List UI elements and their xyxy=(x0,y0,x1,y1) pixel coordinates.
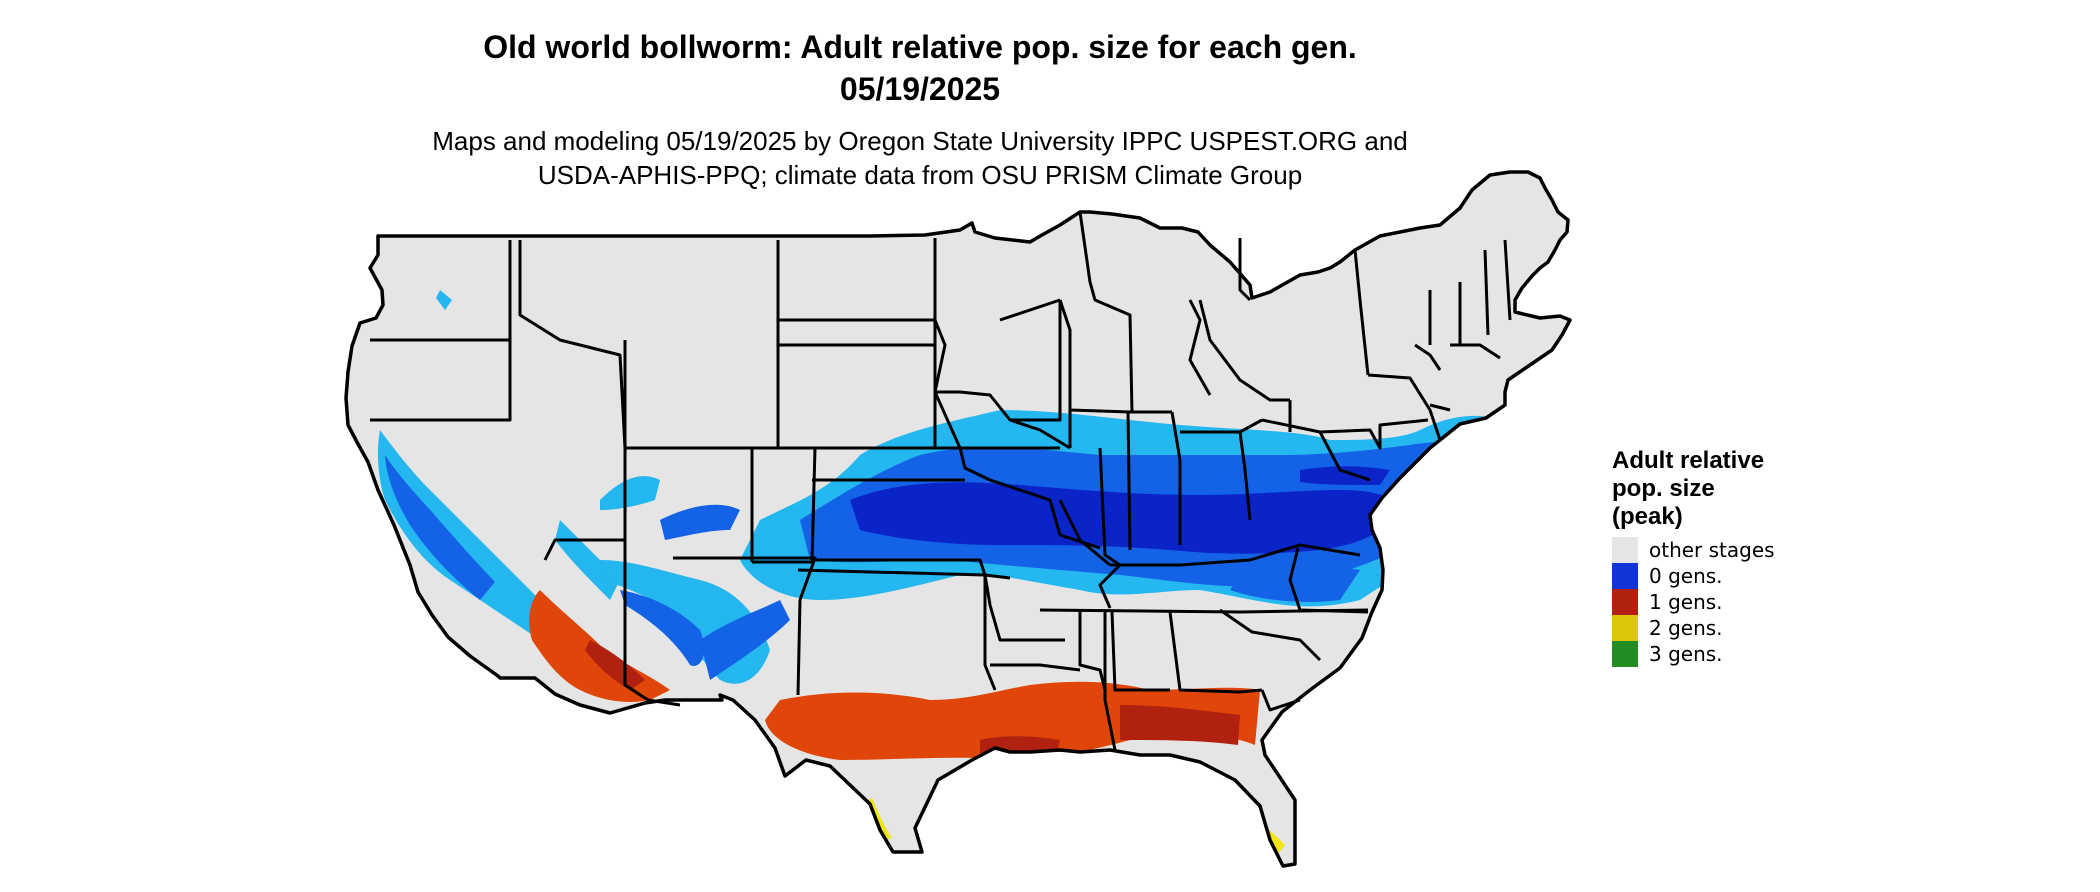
legend-item-other-stages: other stages xyxy=(1612,537,1912,563)
legend-label: 2 gens. xyxy=(1649,616,1723,640)
legend-title-line-1: Adult relative xyxy=(1612,447,1765,474)
subtitle-line-2: USDA-APHIS-PPQ; climate data from OSU PR… xyxy=(537,160,1303,190)
legend-title-line-2: pop. size xyxy=(1612,475,1715,502)
state-borders xyxy=(370,211,1512,751)
legend-item-1-gens: 1 gens. xyxy=(1612,589,1912,615)
legend-item-2-gens: 2 gens. xyxy=(1612,615,1912,641)
legend-label: other stages xyxy=(1649,538,1775,562)
legend-swatch xyxy=(1612,641,1638,667)
legend-title-line-3: (peak) xyxy=(1612,503,1683,530)
legend-label: 1 gens. xyxy=(1649,590,1723,614)
legend-item-0-gens: 0 gens. xyxy=(1612,563,1912,589)
legend-swatch xyxy=(1612,615,1638,641)
map-title: Old world bollworm: Adult relative pop. … xyxy=(300,26,1540,110)
map-subtitle: Maps and modeling 05/19/2025 by Oregon S… xyxy=(250,124,1590,192)
legend-swatch xyxy=(1612,537,1638,563)
title-line-2: 05/19/2025 xyxy=(839,71,1001,107)
legend-swatch xyxy=(1612,589,1638,615)
model-layers xyxy=(377,290,1507,858)
legend-label: 3 gens. xyxy=(1649,642,1723,666)
legend-item-3-gens: 3 gens. xyxy=(1612,641,1912,667)
title-line-1: Old world bollworm: Adult relative pop. … xyxy=(483,29,1357,65)
legend-label: 0 gens. xyxy=(1649,564,1723,588)
subtitle-line-1: Maps and modeling 05/19/2025 by Oregon S… xyxy=(432,126,1408,156)
legend-title: Adult relative pop. size (peak) xyxy=(1612,447,1912,531)
zone-yellow xyxy=(868,798,1285,858)
legend: Adult relative pop. size (peak) other st… xyxy=(1612,447,1912,667)
legend-swatch xyxy=(1612,563,1638,589)
